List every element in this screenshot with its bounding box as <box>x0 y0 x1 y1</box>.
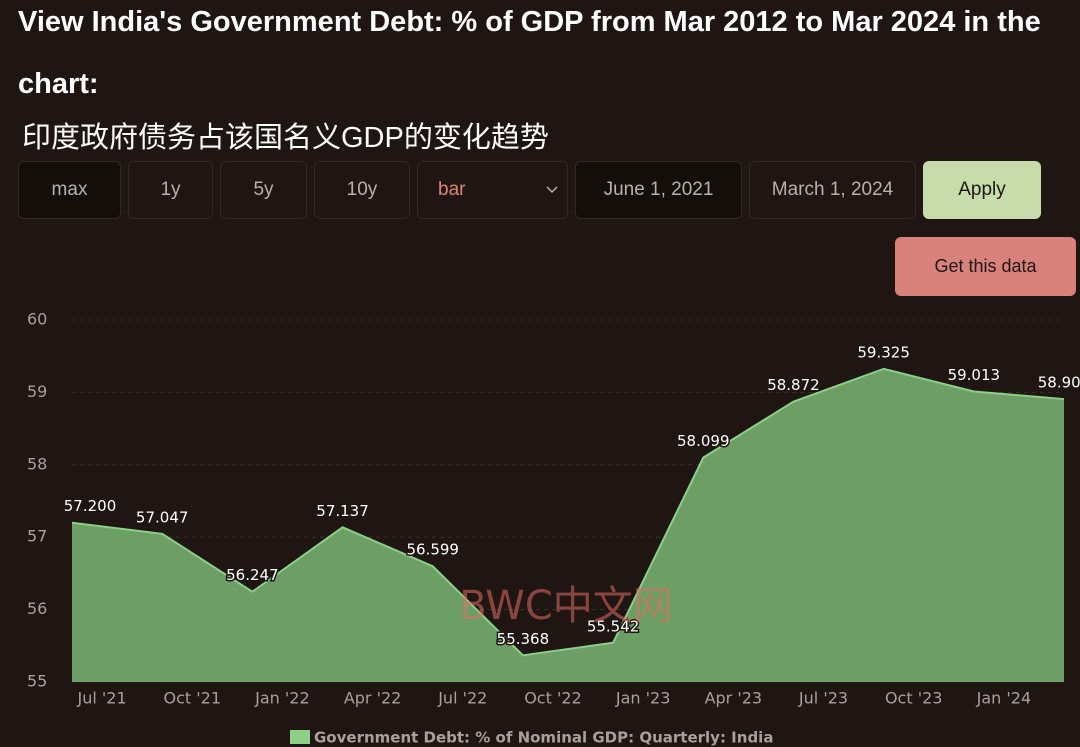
legend-swatch <box>290 730 310 744</box>
select-value: bar <box>438 179 466 200</box>
apply-button[interactable]: Apply <box>923 161 1041 219</box>
data-label: 58.908 <box>1038 374 1080 392</box>
x-tick-label: Jan '22 <box>254 689 310 708</box>
y-tick-label: 57 <box>27 527 47 546</box>
y-tick-label: 60 <box>27 310 47 329</box>
y-tick-label: 55 <box>27 672 47 691</box>
select-arrow <box>546 186 558 194</box>
page-title: View India's Government Debt: % of GDP f… <box>18 6 1041 100</box>
x-tick-label: Oct '22 <box>524 689 582 708</box>
x-tick-label: Jul '23 <box>798 689 848 708</box>
watermark: BWC中文网 <box>459 583 673 629</box>
x-tick-label: Oct '21 <box>163 689 221 708</box>
x-tick-label: Oct '23 <box>885 689 943 708</box>
range-button[interactable]: max <box>18 161 121 219</box>
data-label: 56.599 <box>406 541 459 559</box>
x-tick-label: Jul '22 <box>437 689 487 708</box>
x-tick-label: Jan '24 <box>976 689 1032 708</box>
x-tick-label: Apr '23 <box>705 689 763 708</box>
y-tick-label: 56 <box>27 599 47 618</box>
data-label: 57.137 <box>316 502 369 520</box>
data-label: 58.099 <box>677 432 730 450</box>
start-date-input[interactable]: June 1, 2021 <box>575 161 742 219</box>
legend-label: Government Debt: % of Nominal GDP: Quart… <box>314 729 773 747</box>
data-label: 59.013 <box>948 366 1001 384</box>
chart-type-select[interactable]: bar <box>417 161 568 219</box>
line <box>71 367 1065 657</box>
range-button[interactable]: 5y <box>220 161 307 219</box>
range-button[interactable]: 10y <box>314 161 410 219</box>
data-label: 55.368 <box>497 630 550 648</box>
data-label: 56.247 <box>226 566 279 584</box>
y-tick-label: 58 <box>27 454 47 473</box>
data-label: 57.200 <box>64 497 117 515</box>
x-tick-label: Jul '21 <box>76 689 126 708</box>
data-label: 55.542 <box>587 617 640 635</box>
x-tick-label: Jan '23 <box>615 689 671 708</box>
x-tick-label: Apr '22 <box>344 689 402 708</box>
page-subtitle: 印度政府债务占该国名义GDP的变化趋势 <box>22 122 549 154</box>
data-label: 57.047 <box>136 508 189 526</box>
y-tick-label: 59 <box>27 382 47 401</box>
data-label: 58.872 <box>767 376 820 394</box>
range-button[interactable]: 1y <box>128 161 213 219</box>
end-date-input[interactable]: March 1, 2024 <box>749 161 916 219</box>
area <box>72 368 1064 682</box>
get-data-button[interactable]: Get this data <box>895 237 1076 296</box>
data-label: 59.325 <box>857 343 910 361</box>
